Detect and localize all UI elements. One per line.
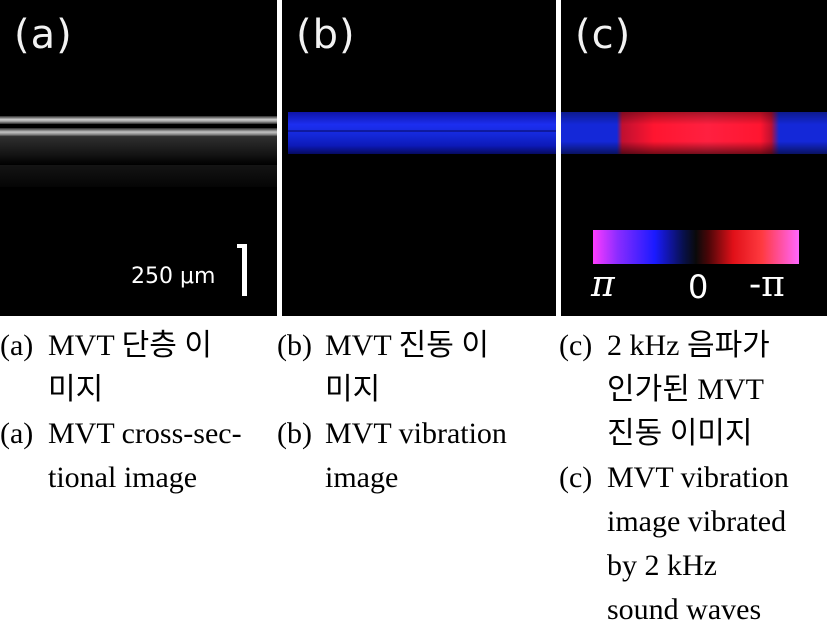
caption-b-kr-tag: (b) xyxy=(277,329,312,362)
caption-b-en-line2: image xyxy=(325,461,399,494)
caption-b-kr-line2: 미지 xyxy=(325,373,381,406)
phase-colorbar xyxy=(593,230,799,264)
caption-a-kr-line1: (a) MVT 단층 이 xyxy=(0,324,242,368)
scale-bar-label: 250 μm xyxy=(131,264,216,289)
caption-b: (b) MVT 진동 이 미지 (b) MVT vibration image xyxy=(277,324,507,500)
caption-c-en-text1: MVT vibration xyxy=(607,461,789,494)
caption-a-kr-tag: (a) xyxy=(0,329,34,362)
caption-c-kr-line1: (c) 2 kHz 음파가 xyxy=(559,324,789,368)
scale-bar xyxy=(237,244,247,296)
caption-b-kr-line1: (b) MVT 진동 이 xyxy=(277,324,507,368)
caption-c-en-line4: sound waves xyxy=(607,593,762,626)
caption-c-en-line1: (c) MVT vibration xyxy=(559,456,789,500)
panel-b-label: (b) xyxy=(296,12,356,58)
panel-b-vibration-image: (b) xyxy=(282,0,556,316)
tissue-shadow xyxy=(0,137,277,165)
caption-c: (c) 2 kHz 음파가 인가된 MVT 진동 이미지 (c) MVT vibra… xyxy=(559,324,789,632)
caption-a: (a) MVT 단층 이 미지 (a) MVT cross-sec- tional … xyxy=(0,324,242,500)
caption-a-en-line1: (a) MVT cross-sec- xyxy=(0,412,242,456)
caption-c-en-tag: (c) xyxy=(559,461,593,494)
tissue-layer-top xyxy=(0,116,277,124)
caption-b-en-line1: (b) MVT vibration xyxy=(277,412,507,456)
colorbar-right-label: -π xyxy=(749,264,785,305)
vibration-layer-blue xyxy=(288,112,556,154)
vibration-layer-seam xyxy=(288,130,556,132)
colorbar-mid-label: 0 xyxy=(688,268,709,306)
caption-a-en-text1: MVT cross-sec- xyxy=(48,417,242,450)
colorbar-left-label: π xyxy=(591,264,615,305)
caption-a-en-line2: tional image xyxy=(48,461,198,494)
caption-c-kr-line3: 진동 이미지 xyxy=(607,417,753,450)
vibration-layer-shading xyxy=(561,112,827,154)
caption-b-en-tag: (b) xyxy=(277,417,312,450)
tissue-background xyxy=(0,165,277,187)
caption-c-kr-text1: 2 kHz 음파가 xyxy=(607,329,770,362)
caption-c-kr-tag: (c) xyxy=(559,329,593,362)
caption-c-en-line3: by 2 kHz xyxy=(607,549,717,582)
caption-b-en-text1: MVT vibration xyxy=(325,417,507,450)
caption-a-en-tag: (a) xyxy=(0,417,34,450)
caption-a-kr-text1: MVT 단층 이 xyxy=(48,329,212,362)
caption-c-en-line2: image vibrated xyxy=(607,505,787,538)
caption-c-kr-line2: 인가된 MVT xyxy=(607,373,764,406)
caption-a-kr-line2: 미지 xyxy=(48,373,104,406)
caption-b-kr-text1: MVT 진동 이 xyxy=(325,329,489,362)
panel-c-label: (c) xyxy=(575,12,632,58)
panel-c-sound-vibration-image: (c) π 0 -π xyxy=(561,0,827,316)
tissue-layer-bottom xyxy=(0,128,277,137)
panel-a-label: (a) xyxy=(14,12,73,58)
panel-a-cross-sectional-image: (a) 250 μm xyxy=(0,0,277,316)
